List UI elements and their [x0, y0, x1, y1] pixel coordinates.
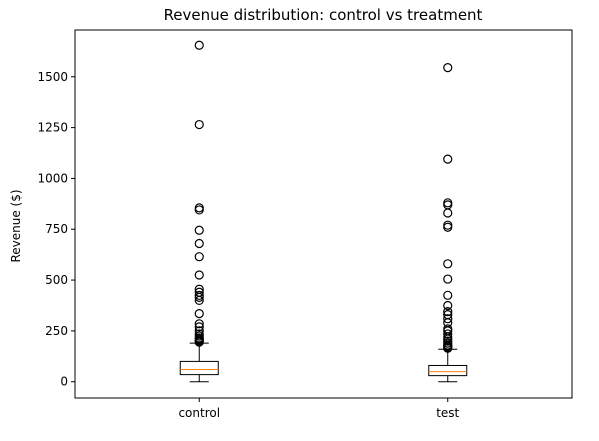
outlier-point [443, 306, 453, 317]
outlier-point [443, 290, 453, 300]
outlier-point [443, 63, 453, 73]
y-tick-label: 500 [45, 273, 68, 287]
box-control [179, 360, 219, 376]
outlier-point [443, 314, 453, 324]
outlier-point [443, 154, 453, 164]
outlier-point [194, 270, 204, 280]
outlier-point [194, 319, 204, 329]
outlier-point [194, 284, 204, 294]
outlier-point [443, 274, 453, 284]
y-tick-label: 1000 [37, 171, 68, 185]
outlier-point [443, 310, 453, 320]
x-tick-label: control [178, 406, 220, 420]
x-tick-label: test [436, 406, 459, 420]
outlier-point [194, 290, 204, 300]
chart-title: Revenue distribution: control vs treatme… [164, 6, 483, 24]
y-tick-label: 1500 [37, 70, 68, 84]
y-tick-label: 1250 [37, 121, 68, 135]
outlier-point [194, 329, 204, 339]
box-test [428, 364, 468, 377]
y-tick-label: 0 [60, 375, 68, 389]
outlier-point [443, 300, 453, 311]
outlier-point [194, 309, 204, 319]
outlier-point [443, 220, 453, 230]
outlier-point [443, 198, 453, 208]
outlier-point [194, 252, 204, 262]
outlier-point [194, 203, 204, 213]
outlier-point [194, 322, 204, 332]
plot-area: 0 250 500 750 1000 1250 1500 control test [37, 29, 573, 420]
outlier-point [443, 329, 453, 339]
outlier-point [194, 287, 204, 297]
outlier-point [194, 119, 204, 130]
y-axis-label: Revenue ($) [9, 189, 23, 262]
y-tick-label: 250 [45, 324, 68, 338]
outlier-point [443, 208, 453, 218]
outlier-point [194, 326, 204, 336]
outlier-point [194, 40, 204, 50]
outlier-point [443, 324, 453, 334]
y-tick-label: 750 [45, 222, 68, 236]
outlier-point [443, 259, 453, 269]
outlier-point [194, 225, 204, 235]
plot-frame [74, 29, 573, 399]
outlier-point [194, 238, 204, 249]
